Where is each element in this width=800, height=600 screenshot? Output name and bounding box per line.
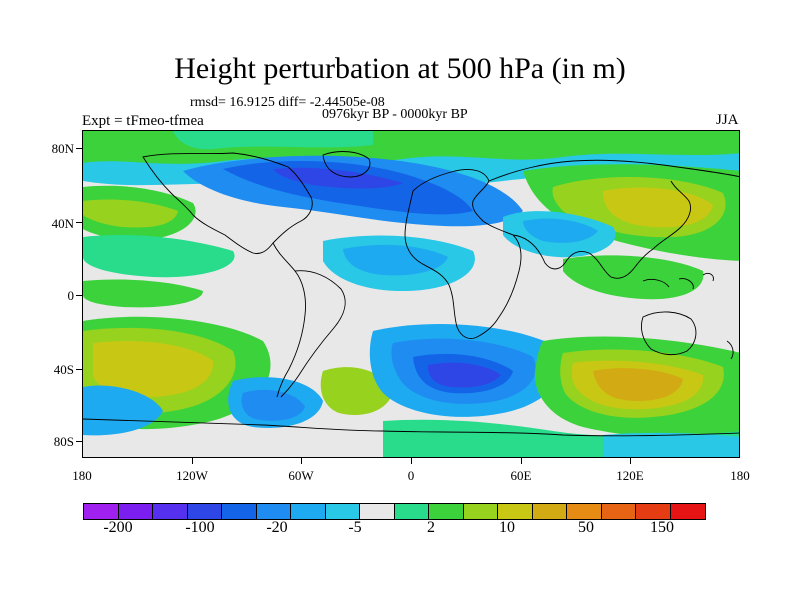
height-perturbation-map (82, 130, 740, 458)
y-tick-label-40n: 40N (51, 216, 74, 231)
y-tick-label-40s: 40S (53, 362, 74, 377)
x-tick-mark (521, 458, 522, 464)
colorbar-swatch-12 (498, 504, 533, 519)
contour-south-pacific-low-west (83, 385, 163, 436)
antarctica-coast (83, 418, 739, 437)
y-tick-label-80n: 80N (51, 141, 74, 156)
colorbar-swatch-8 (360, 504, 395, 519)
colorbar-swatch-4 (222, 504, 257, 519)
europe-africa-coast (404, 169, 522, 339)
colorbar-swatch-1 (118, 504, 153, 519)
colorbar-swatch-9 (394, 504, 429, 519)
contour-tropical-pacific-green (83, 279, 203, 308)
map-title: Height perturbation at 500 hPa (in m) (174, 52, 626, 85)
x-tick-label-120w: 120W (176, 468, 208, 483)
contour-north-atlantic-low-center (273, 167, 403, 189)
x-tick-mark (192, 458, 193, 464)
y-tick-label-80s: 80S (53, 434, 74, 449)
australia-coast (640, 311, 697, 356)
y-tick-mark (76, 441, 82, 442)
contour-south-pacific-low-east-core (241, 389, 305, 421)
new-zealand-coast (726, 340, 734, 360)
maritime-continent-coast (642, 272, 714, 290)
x-tick-label-180w: 180 (72, 468, 92, 483)
y-tick-mark (76, 295, 82, 296)
stats-line: rmsd= 16.9125 diff= -2.44505e-08 (190, 95, 385, 110)
colorbar-swatch-3 (187, 504, 222, 519)
x-tick-label-60w: 60W (288, 468, 314, 483)
colorbar-label: -5 (348, 519, 362, 536)
contour-indian-ocean-low-core (427, 362, 501, 388)
eurasia-north-coast (488, 159, 739, 182)
contour-arctic-teal (173, 131, 373, 150)
colorbar-swatch-14 (567, 504, 602, 519)
central-south-america-coast (272, 242, 306, 398)
contour-south-indian-high-core (593, 368, 683, 401)
colorbar-label: 50 (578, 519, 594, 536)
colorbar-label: 2 (427, 519, 435, 536)
x-tick-mark (630, 458, 631, 464)
south-america-east-coast (280, 270, 346, 398)
experiment-label: Expt = tFmeo-tfmea (82, 113, 204, 129)
colorbar-label: 10 (499, 519, 515, 536)
contour-ne-pacific-high-core (83, 199, 178, 228)
colorbar-swatch-11 (463, 504, 498, 519)
y-tick-mark (76, 222, 82, 223)
colorbar-swatch-15 (601, 504, 636, 519)
north-america-coast (142, 152, 313, 254)
x-tick-mark (411, 458, 412, 464)
contour-tropical-atlantic-low-core (343, 244, 448, 276)
x-tick-label-180e: 180 (730, 468, 750, 483)
colorbar-swatch-16 (636, 504, 671, 519)
colorbar (83, 503, 706, 520)
colorbar-label: -200 (103, 519, 133, 536)
colorbar-swatch-13 (532, 504, 567, 519)
south-asia-coast (512, 180, 692, 279)
x-tick-label-60e: 60E (510, 468, 532, 483)
colorbar-swatch-7 (325, 504, 360, 519)
season-label: JJA (716, 112, 739, 128)
x-tick-mark (301, 458, 302, 464)
colorbar-swatch-5 (256, 504, 291, 519)
coastlines (83, 151, 739, 437)
colorbar-swatch-10 (429, 504, 464, 519)
colorbar-swatch-17 (670, 504, 705, 519)
contour-antarctic-blue (603, 432, 739, 457)
y-tick-label-0: 0 (67, 288, 75, 303)
contour-west-pacific-high (563, 255, 704, 300)
colorbar-swatch-0 (84, 504, 119, 519)
colorbar-swatch-6 (291, 504, 326, 519)
colorbar-label: -100 (185, 519, 215, 536)
x-tick-label-120e: 120E (616, 468, 644, 483)
contour-south-pacific-high-core (93, 341, 214, 398)
contour-central-asia-low-core (523, 218, 598, 243)
y-tick-mark (76, 369, 82, 370)
colorbar-swatch-2 (153, 504, 188, 519)
y-tick-mark (76, 148, 82, 149)
contour-tropical-pacific-teal (83, 234, 235, 278)
map-canvas (83, 131, 739, 457)
colorbar-label: -20 (266, 519, 288, 536)
greenland-coast (322, 151, 371, 178)
x-tick-label-0: 0 (407, 468, 415, 483)
period-label: 0976kyr BP - 0000kyr BP (322, 107, 468, 122)
colorbar-label: 150 (650, 519, 674, 536)
